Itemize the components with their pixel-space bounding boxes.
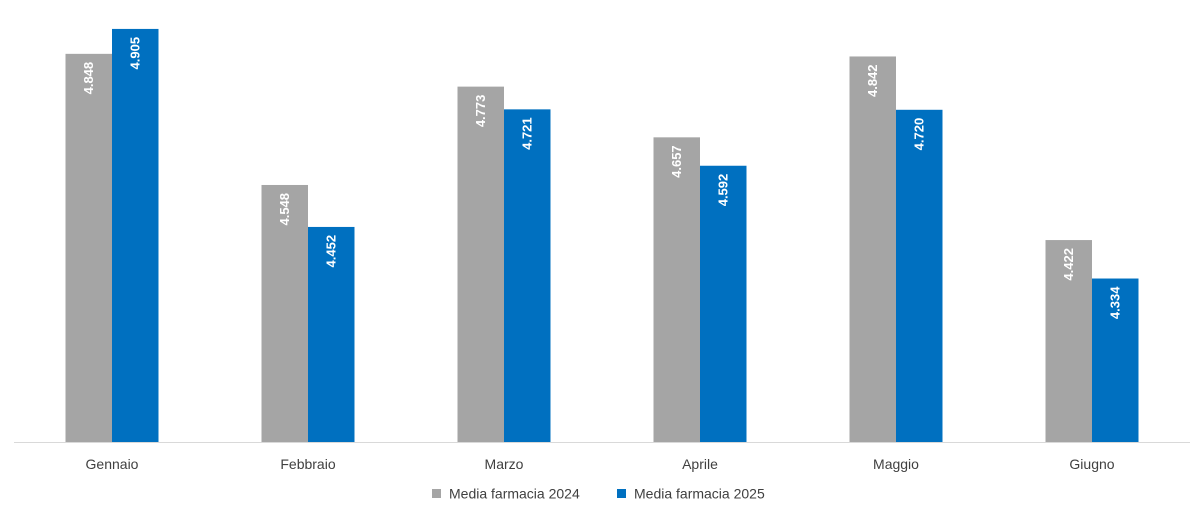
legend-label-series-2: Media farmacia 2025 <box>634 486 765 502</box>
x-tick-labels-group: Gennaio Febbraio Marzo Aprile Maggio Giugno <box>86 456 1115 472</box>
data-label-gennaio-series-1: 4.848 <box>81 62 96 95</box>
data-labels-group: 4.848 4.905 4.548 4.452 4.773 4.721 4.657 4.592… <box>81 37 1123 319</box>
x-tick-label: Aprile <box>682 456 718 472</box>
data-label-giugno-series-1: 4.422 <box>1061 248 1076 281</box>
bar-maggio-series-1 <box>849 56 896 443</box>
data-label-gennaio-series-2: 4.905 <box>128 37 143 70</box>
bars-group <box>65 28 1139 443</box>
data-label-maggio-series-2: 4.720 <box>912 118 927 151</box>
bar-gennaio-series-1 <box>65 53 112 443</box>
bar-maggio-series-2 <box>896 109 943 442</box>
bar-gennaio-series-2 <box>112 28 159 443</box>
x-tick-label: Giugno <box>1069 456 1114 472</box>
data-label-aprile-series-1: 4.657 <box>669 145 684 178</box>
bar-giugno-series-2 <box>1092 278 1139 442</box>
data-label-maggio-series-1: 4.842 <box>865 64 880 97</box>
data-label-aprile-series-2: 4.592 <box>716 174 731 207</box>
data-label-giugno-series-2: 4.334 <box>1108 286 1123 319</box>
bar-aprile-series-1 <box>653 137 700 442</box>
x-tick-label: Maggio <box>873 456 919 472</box>
bar-aprile-series-2 <box>700 165 747 442</box>
x-tick-label: Gennaio <box>86 456 139 472</box>
data-label-febbraio-series-2: 4.452 <box>324 235 339 268</box>
data-label-marzo-series-2: 4.721 <box>520 117 535 150</box>
legend-label-series-1: Media farmacia 2024 <box>449 486 580 502</box>
bar-marzo-series-2 <box>504 109 551 443</box>
legend: Media farmacia 2024 Media farmacia 2025 <box>432 486 765 502</box>
data-label-marzo-series-1: 4.773 <box>473 95 488 128</box>
bar-febbraio-series-1 <box>261 184 308 442</box>
legend-swatch-series-1 <box>432 489 441 498</box>
bar-febbraio-series-2 <box>308 226 355 442</box>
legend-swatch-series-2 <box>617 489 626 498</box>
data-label-febbraio-series-1: 4.548 <box>277 193 292 226</box>
bar-marzo-series-1 <box>457 86 504 442</box>
x-tick-label: Febbraio <box>280 456 335 472</box>
x-tick-label: Marzo <box>485 456 524 472</box>
bar-giugno-series-1 <box>1045 240 1092 442</box>
